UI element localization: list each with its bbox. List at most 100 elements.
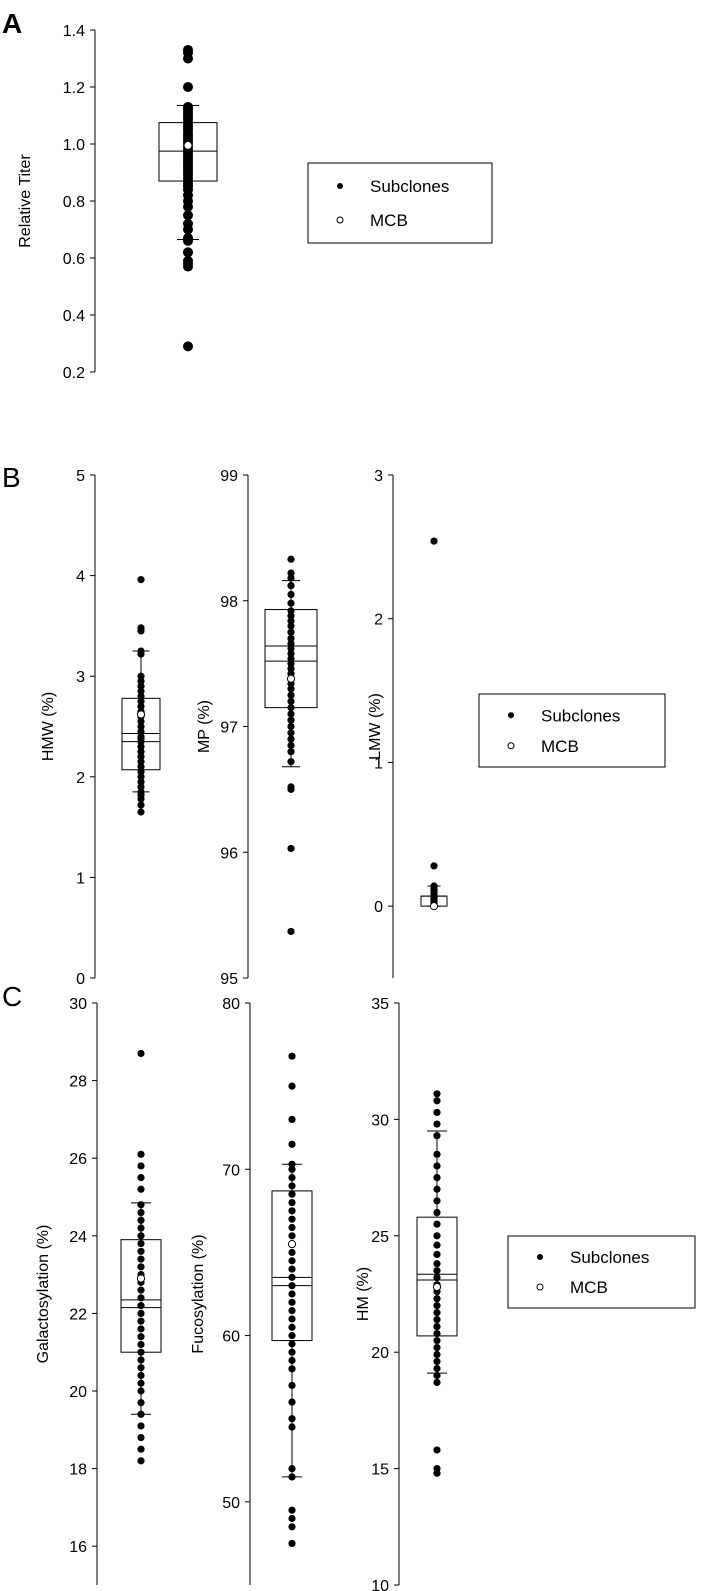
subclone-point	[287, 741, 295, 749]
subclone-point	[183, 235, 193, 246]
subclone-point	[288, 1265, 296, 1273]
y-axis-label: Relative Titer	[17, 154, 34, 248]
legend-2: Subclones MCB	[478, 693, 666, 768]
legend-subclones-label: Subclones	[370, 177, 449, 196]
subclone-point	[183, 210, 193, 221]
panel-letter-b: B	[2, 462, 21, 493]
subclone-point	[137, 1422, 145, 1430]
subclone-point	[288, 1331, 296, 1340]
subclone-point	[137, 1399, 145, 1407]
subclone-point	[430, 537, 438, 545]
y-tick-label: 98	[220, 594, 238, 611]
subclone-point	[288, 1248, 296, 1257]
subclone-point	[137, 1445, 145, 1453]
subclone-point	[137, 1174, 145, 1182]
subclone-point	[288, 1340, 296, 1348]
subclone-point	[137, 808, 145, 816]
subclone-point	[287, 574, 295, 582]
y-tick-label: 96	[220, 845, 238, 862]
subclone-point	[137, 1263, 145, 1271]
subclone-point	[137, 737, 145, 746]
chart-3: 95 96 97 98 99 MP (%)	[196, 468, 318, 988]
subclone-point	[287, 735, 295, 743]
subclone-point	[137, 1208, 145, 1217]
subclone-point	[433, 1174, 441, 1182]
panel-letters: A B C	[2, 8, 22, 1012]
subclone-point	[288, 1514, 296, 1523]
subclone-point	[137, 1348, 145, 1356]
legend-subclones-label: Subclones	[541, 706, 620, 725]
subclone-point	[288, 1215, 296, 1223]
y-axis-label: LMW (%)	[367, 693, 384, 760]
subclone-point	[287, 599, 295, 607]
panel-letter-c: C	[2, 981, 22, 1012]
y-tick-label: 97	[220, 720, 238, 737]
subclone-point	[288, 1223, 296, 1232]
subclone-point	[287, 691, 295, 699]
subclone-point	[433, 1250, 441, 1259]
y-tick-label: 1.4	[63, 23, 85, 40]
subclone-point	[287, 697, 295, 705]
subclone-point	[137, 1433, 145, 1442]
y-tick-label: 20	[69, 1384, 87, 1401]
subclone-point	[137, 717, 145, 726]
subclone-point	[137, 763, 145, 771]
subclone-point	[288, 1298, 296, 1306]
y-tick-label: 25	[371, 1229, 389, 1246]
mcb-point	[432, 1282, 442, 1292]
y-tick-label: 1	[374, 755, 383, 772]
y-tick-label: 0.6	[63, 251, 85, 268]
subclone-point	[287, 748, 295, 756]
subclone-point	[288, 1282, 296, 1290]
subclone-point	[433, 1357, 441, 1366]
y-tick-label: 0.4	[63, 308, 85, 325]
subclone-point	[137, 1387, 145, 1395]
subclone-point	[137, 1309, 145, 1317]
subclone-point	[137, 722, 145, 731]
subclone-point	[137, 1286, 145, 1294]
y-tick-label: 80	[222, 996, 240, 1013]
subclone-point	[137, 1356, 145, 1364]
subclone-point	[288, 1273, 296, 1281]
subclone-point	[137, 1371, 145, 1380]
y-tick-label: 3	[76, 669, 85, 686]
legend-mcb-marker	[536, 1283, 544, 1291]
chart-5: 16 18 20 22 24 26 28 30 Galactosylation (%)	[35, 996, 162, 1585]
y-axis-label: HMW (%)	[40, 692, 57, 761]
subclone-point	[137, 1294, 145, 1302]
subclone-point	[287, 722, 295, 731]
subclone-point	[288, 1190, 296, 1198]
subclone-point	[137, 1216, 145, 1224]
y-tick-label: 95	[220, 971, 238, 988]
subclone-point	[287, 622, 295, 630]
subclone-point	[430, 862, 438, 870]
legend-subclones-marker	[537, 1254, 543, 1260]
subclone-point	[287, 555, 295, 563]
subclone-point	[288, 1232, 296, 1240]
subclone-point	[433, 1241, 441, 1249]
subclone-point	[137, 1049, 145, 1058]
subclone-point	[287, 612, 295, 620]
subclone-point	[288, 1356, 296, 1365]
subclone-point	[287, 729, 295, 737]
subclone-point	[288, 1115, 296, 1123]
subclone-point	[433, 1197, 441, 1205]
subclone-point	[137, 748, 145, 756]
subclone-point	[287, 582, 295, 590]
subclone-point	[433, 1185, 441, 1193]
chart-7: 10 15 20 25 30 35 HM (%)	[355, 996, 458, 1591]
subclone-point	[183, 201, 193, 212]
y-tick-label: 2	[76, 770, 85, 787]
y-tick-label: 70	[222, 1162, 240, 1179]
legend-mcb-marker	[336, 216, 344, 224]
subclone-point	[288, 1165, 296, 1173]
subclone-point	[288, 1506, 296, 1514]
subclone-point	[288, 1082, 296, 1090]
mcb-point	[136, 710, 146, 719]
subclone-point	[137, 1379, 145, 1387]
y-tick-label: 1.0	[63, 137, 85, 154]
subclone-point	[137, 687, 145, 695]
legend-subclones-label: Subclones	[570, 1248, 649, 1267]
subclone-point	[433, 1469, 441, 1477]
